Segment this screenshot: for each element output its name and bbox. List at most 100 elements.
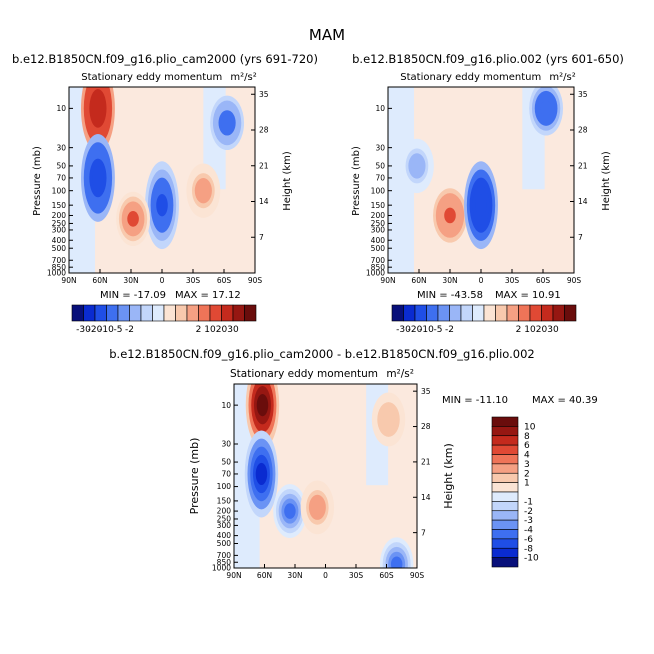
colorbar-label: 10: [524, 325, 536, 335]
colorbar-box: [491, 482, 519, 493]
contour-feature: [80, 87, 115, 153]
contour-band: [540, 100, 552, 117]
x-tick-label: 30S: [186, 276, 201, 285]
x-tick-label: 60S: [217, 276, 232, 285]
colorbar-label: -2: [524, 507, 533, 517]
colorbar-label: 10: [524, 422, 536, 432]
y-tick-label: 300: [217, 521, 232, 530]
colorbar-box: [491, 557, 519, 568]
colorbar-box: [414, 304, 427, 322]
y-tick-label: 400: [371, 236, 386, 245]
y-tick-label: 70: [56, 174, 66, 183]
panel-right-ylabel: Pressure (mb): [351, 146, 362, 216]
plot-field: [388, 87, 574, 273]
panel-right-subtitle: Stationary eddy momentum m²/s²: [400, 72, 575, 83]
colorbar-box: [564, 304, 577, 322]
x-tick-label: 90N: [61, 276, 76, 285]
contour-feature: [186, 163, 221, 218]
contour-band: [382, 411, 395, 428]
contour-band: [92, 166, 104, 190]
y-tick-label: 70: [375, 174, 385, 183]
colorbar-box: [491, 416, 519, 427]
panel-left-min: MIN = -17.09: [100, 290, 166, 301]
contour-feature: [80, 134, 115, 222]
y-tick-label: 300: [371, 226, 386, 235]
y-tick-label: 200: [217, 507, 232, 516]
colorbar-box: [460, 304, 473, 322]
y2-tick-label: 7: [578, 233, 583, 242]
panel-diff-subtitle-text: Stationary eddy momentum: [230, 368, 378, 380]
colorbar-box: [491, 444, 519, 455]
colorbar-box: [506, 304, 519, 322]
contour-feature: [210, 95, 245, 151]
colorbar-label: 30: [227, 325, 239, 335]
y-tick-label: 300: [52, 226, 67, 235]
colorbar-label: -2: [125, 325, 134, 335]
y2-tick-label: 28: [259, 126, 269, 135]
colorbar-label: -2: [445, 325, 454, 335]
panel-right-min: MIN = -43.58: [417, 290, 483, 301]
y2-tick-label: 7: [421, 528, 426, 537]
colorbar-label: -10: [99, 325, 114, 335]
panel-left-units: m²/s²: [230, 72, 256, 83]
colorbar-label: -30: [396, 325, 411, 335]
colorbar-box: [71, 304, 84, 322]
colorbar-box: [491, 463, 519, 474]
y-tick-label: 30: [375, 143, 385, 152]
x-tick-label: 90N: [226, 571, 241, 580]
y-tick-label: 250: [52, 219, 67, 228]
x-tick-label: 90S: [248, 276, 263, 285]
colorbar-box: [152, 304, 165, 322]
colorbar-box: [491, 491, 519, 502]
colorbar-box: [403, 304, 416, 322]
y2-tick-label: 21: [421, 458, 431, 467]
colorbar-label: 2: [196, 325, 202, 335]
colorbar-label: 4: [524, 451, 530, 461]
colorbar-box: [491, 435, 519, 446]
contour-feature: [300, 480, 335, 535]
y-tick-label: 30: [56, 143, 66, 152]
y-tick-label: 850: [52, 263, 67, 272]
colorbar-label: -20: [408, 325, 423, 335]
colorbar-label: -5: [114, 325, 123, 335]
colorbar-box: [449, 304, 462, 322]
colorbar-label: 10: [204, 325, 216, 335]
contour-band: [390, 556, 403, 568]
panel-left: b.e12.B1850CN.f09_g16.plio_cam2000 (yrs …: [12, 52, 318, 335]
x-tick-label: 30N: [123, 276, 138, 285]
page-title: MAM: [309, 26, 345, 44]
colorbar-box: [552, 304, 565, 322]
colorbar-box: [232, 304, 245, 322]
plot-field: [69, 87, 255, 273]
contour-band: [475, 193, 487, 217]
contour-feature: [245, 384, 280, 449]
contour-feature: [244, 430, 279, 518]
colorbar-box: [491, 454, 519, 465]
y-tick-label: 50: [56, 162, 66, 171]
panel-diff-subtitle: Stationary eddy momentum m²/s²: [230, 368, 414, 380]
colorbar-box: [518, 304, 531, 322]
x-tick-label: 60N: [257, 571, 272, 580]
y2-tick-label: 35: [578, 90, 588, 99]
y-tick-label: 850: [371, 263, 386, 272]
colorbar-box: [491, 547, 519, 558]
panel-diff: b.e12.B1850CN.f09_g16.plio_cam2000 - b.e…: [109, 347, 597, 580]
colorbar-box: [94, 304, 107, 322]
colorbar-label: -10: [419, 325, 434, 335]
colorbar-box: [244, 304, 257, 322]
contour-band: [156, 193, 168, 217]
y2-tick-label: 14: [578, 197, 588, 206]
panel-diff-title: b.e12.B1850CN.f09_g16.plio_cam2000 - b.e…: [109, 347, 534, 361]
contour-feature: [371, 392, 406, 447]
colorbar-label: 20: [216, 325, 228, 335]
colorbar-box: [541, 304, 554, 322]
plot-right: 90N 60N 30N 0 30S 60S 90S103050701001502002503…: [366, 86, 588, 285]
contour-feature: [145, 161, 179, 250]
y2-tick-label: 14: [259, 197, 269, 206]
colorbar-box: [209, 304, 222, 322]
plot-left: 90N 60N 30N 0 30S 60S 90S103050701001502002503…: [47, 86, 269, 285]
x-tick-label: 60N: [92, 276, 107, 285]
colorbar-label: 1: [524, 479, 530, 489]
panel-diff-units: m²/s²: [386, 368, 414, 380]
